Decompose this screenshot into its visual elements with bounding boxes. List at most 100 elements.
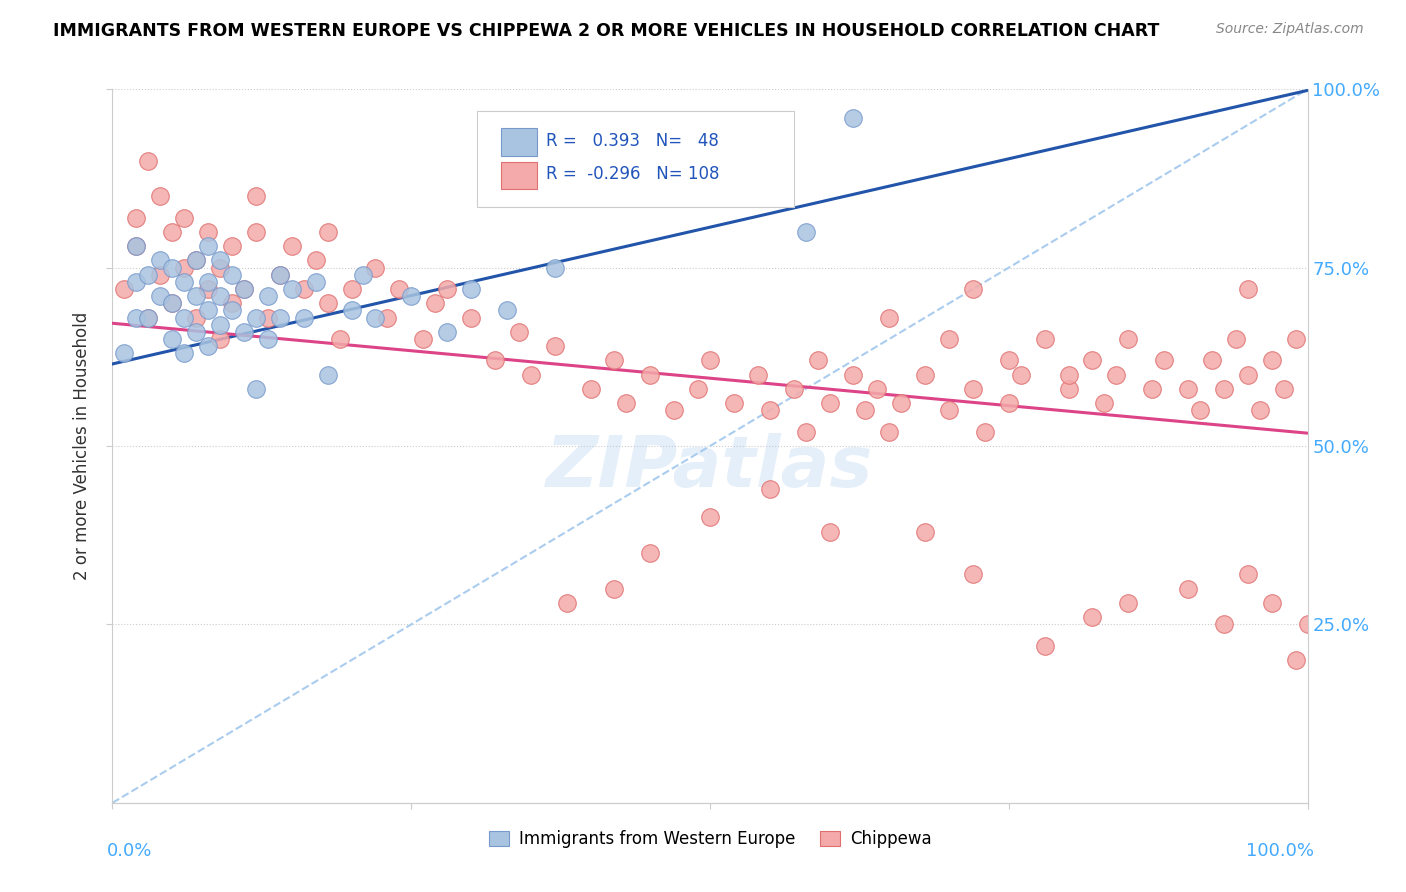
Point bbox=[1142, 382, 1164, 396]
Point bbox=[245, 310, 267, 325]
Point bbox=[890, 396, 912, 410]
Point bbox=[412, 332, 434, 346]
Point bbox=[1285, 332, 1308, 346]
Point bbox=[759, 403, 782, 417]
Text: R =   0.393   N=   48: R = 0.393 N= 48 bbox=[547, 132, 720, 150]
Point bbox=[401, 289, 423, 303]
Point bbox=[388, 282, 411, 296]
Point bbox=[688, 382, 710, 396]
Point bbox=[245, 225, 267, 239]
Point bbox=[221, 239, 243, 253]
Point bbox=[759, 482, 782, 496]
Point bbox=[281, 239, 304, 253]
Point bbox=[257, 332, 280, 346]
Point bbox=[616, 396, 638, 410]
Point bbox=[209, 253, 232, 268]
Text: ZIPatlas: ZIPatlas bbox=[547, 433, 873, 502]
Point bbox=[305, 253, 328, 268]
Point bbox=[436, 282, 458, 296]
Point bbox=[555, 596, 578, 610]
Point bbox=[818, 396, 841, 410]
Point bbox=[1118, 332, 1140, 346]
Point bbox=[125, 275, 148, 289]
Point bbox=[1237, 282, 1260, 296]
Point bbox=[186, 310, 208, 325]
Point bbox=[664, 403, 686, 417]
Point bbox=[125, 211, 148, 225]
Point bbox=[460, 310, 482, 325]
Point bbox=[173, 346, 195, 360]
Point bbox=[162, 296, 183, 310]
FancyBboxPatch shape bbox=[501, 162, 537, 189]
Point bbox=[114, 282, 135, 296]
Point bbox=[364, 260, 387, 275]
Point bbox=[879, 425, 901, 439]
Point bbox=[1105, 368, 1128, 382]
Point bbox=[962, 567, 984, 582]
Point bbox=[209, 260, 232, 275]
Point bbox=[138, 310, 160, 325]
Legend: Immigrants from Western Europe, Chippewa: Immigrants from Western Europe, Chippewa bbox=[482, 824, 938, 855]
Point bbox=[842, 111, 865, 125]
Point bbox=[197, 282, 219, 296]
Point bbox=[1237, 567, 1260, 582]
Point bbox=[543, 339, 565, 353]
Point bbox=[1081, 353, 1104, 368]
FancyBboxPatch shape bbox=[477, 111, 794, 207]
Point bbox=[162, 296, 183, 310]
Point bbox=[914, 368, 936, 382]
Point bbox=[1010, 368, 1032, 382]
Point bbox=[1118, 596, 1140, 610]
Point bbox=[233, 282, 256, 296]
Point bbox=[1213, 617, 1236, 632]
Point bbox=[209, 289, 232, 303]
Point bbox=[197, 339, 219, 353]
Point bbox=[1057, 368, 1080, 382]
Point bbox=[699, 353, 721, 368]
Point bbox=[114, 346, 135, 360]
Point bbox=[520, 368, 543, 382]
Point bbox=[974, 425, 997, 439]
Point bbox=[138, 268, 160, 282]
Text: 100.0%: 100.0% bbox=[1246, 842, 1313, 860]
Point bbox=[1201, 353, 1223, 368]
Point bbox=[842, 368, 865, 382]
Point bbox=[138, 153, 160, 168]
Point bbox=[603, 582, 626, 596]
Point bbox=[257, 289, 280, 303]
Point bbox=[1213, 382, 1236, 396]
Point bbox=[938, 332, 960, 346]
Point bbox=[138, 310, 160, 325]
Point bbox=[855, 403, 877, 417]
Point bbox=[186, 289, 208, 303]
Point bbox=[269, 268, 291, 282]
Point bbox=[316, 296, 339, 310]
Point bbox=[257, 310, 280, 325]
Point bbox=[269, 268, 291, 282]
Point bbox=[197, 225, 219, 239]
Point bbox=[914, 524, 936, 539]
Point bbox=[340, 303, 363, 318]
Point bbox=[962, 382, 984, 396]
Point bbox=[807, 353, 830, 368]
Point bbox=[209, 318, 232, 332]
Point bbox=[794, 225, 817, 239]
Point bbox=[1189, 403, 1212, 417]
Point bbox=[197, 275, 219, 289]
Point bbox=[209, 332, 232, 346]
Point bbox=[221, 296, 243, 310]
Point bbox=[782, 382, 804, 396]
Point bbox=[245, 382, 267, 396]
Point bbox=[125, 310, 148, 325]
Point bbox=[281, 282, 304, 296]
Point bbox=[543, 260, 565, 275]
Point bbox=[173, 211, 195, 225]
Point bbox=[998, 396, 1021, 410]
Point bbox=[316, 225, 339, 239]
Point bbox=[484, 353, 506, 368]
Point bbox=[329, 332, 352, 346]
Point bbox=[818, 524, 841, 539]
Point bbox=[579, 382, 602, 396]
Point bbox=[305, 275, 328, 289]
Point bbox=[149, 189, 172, 203]
